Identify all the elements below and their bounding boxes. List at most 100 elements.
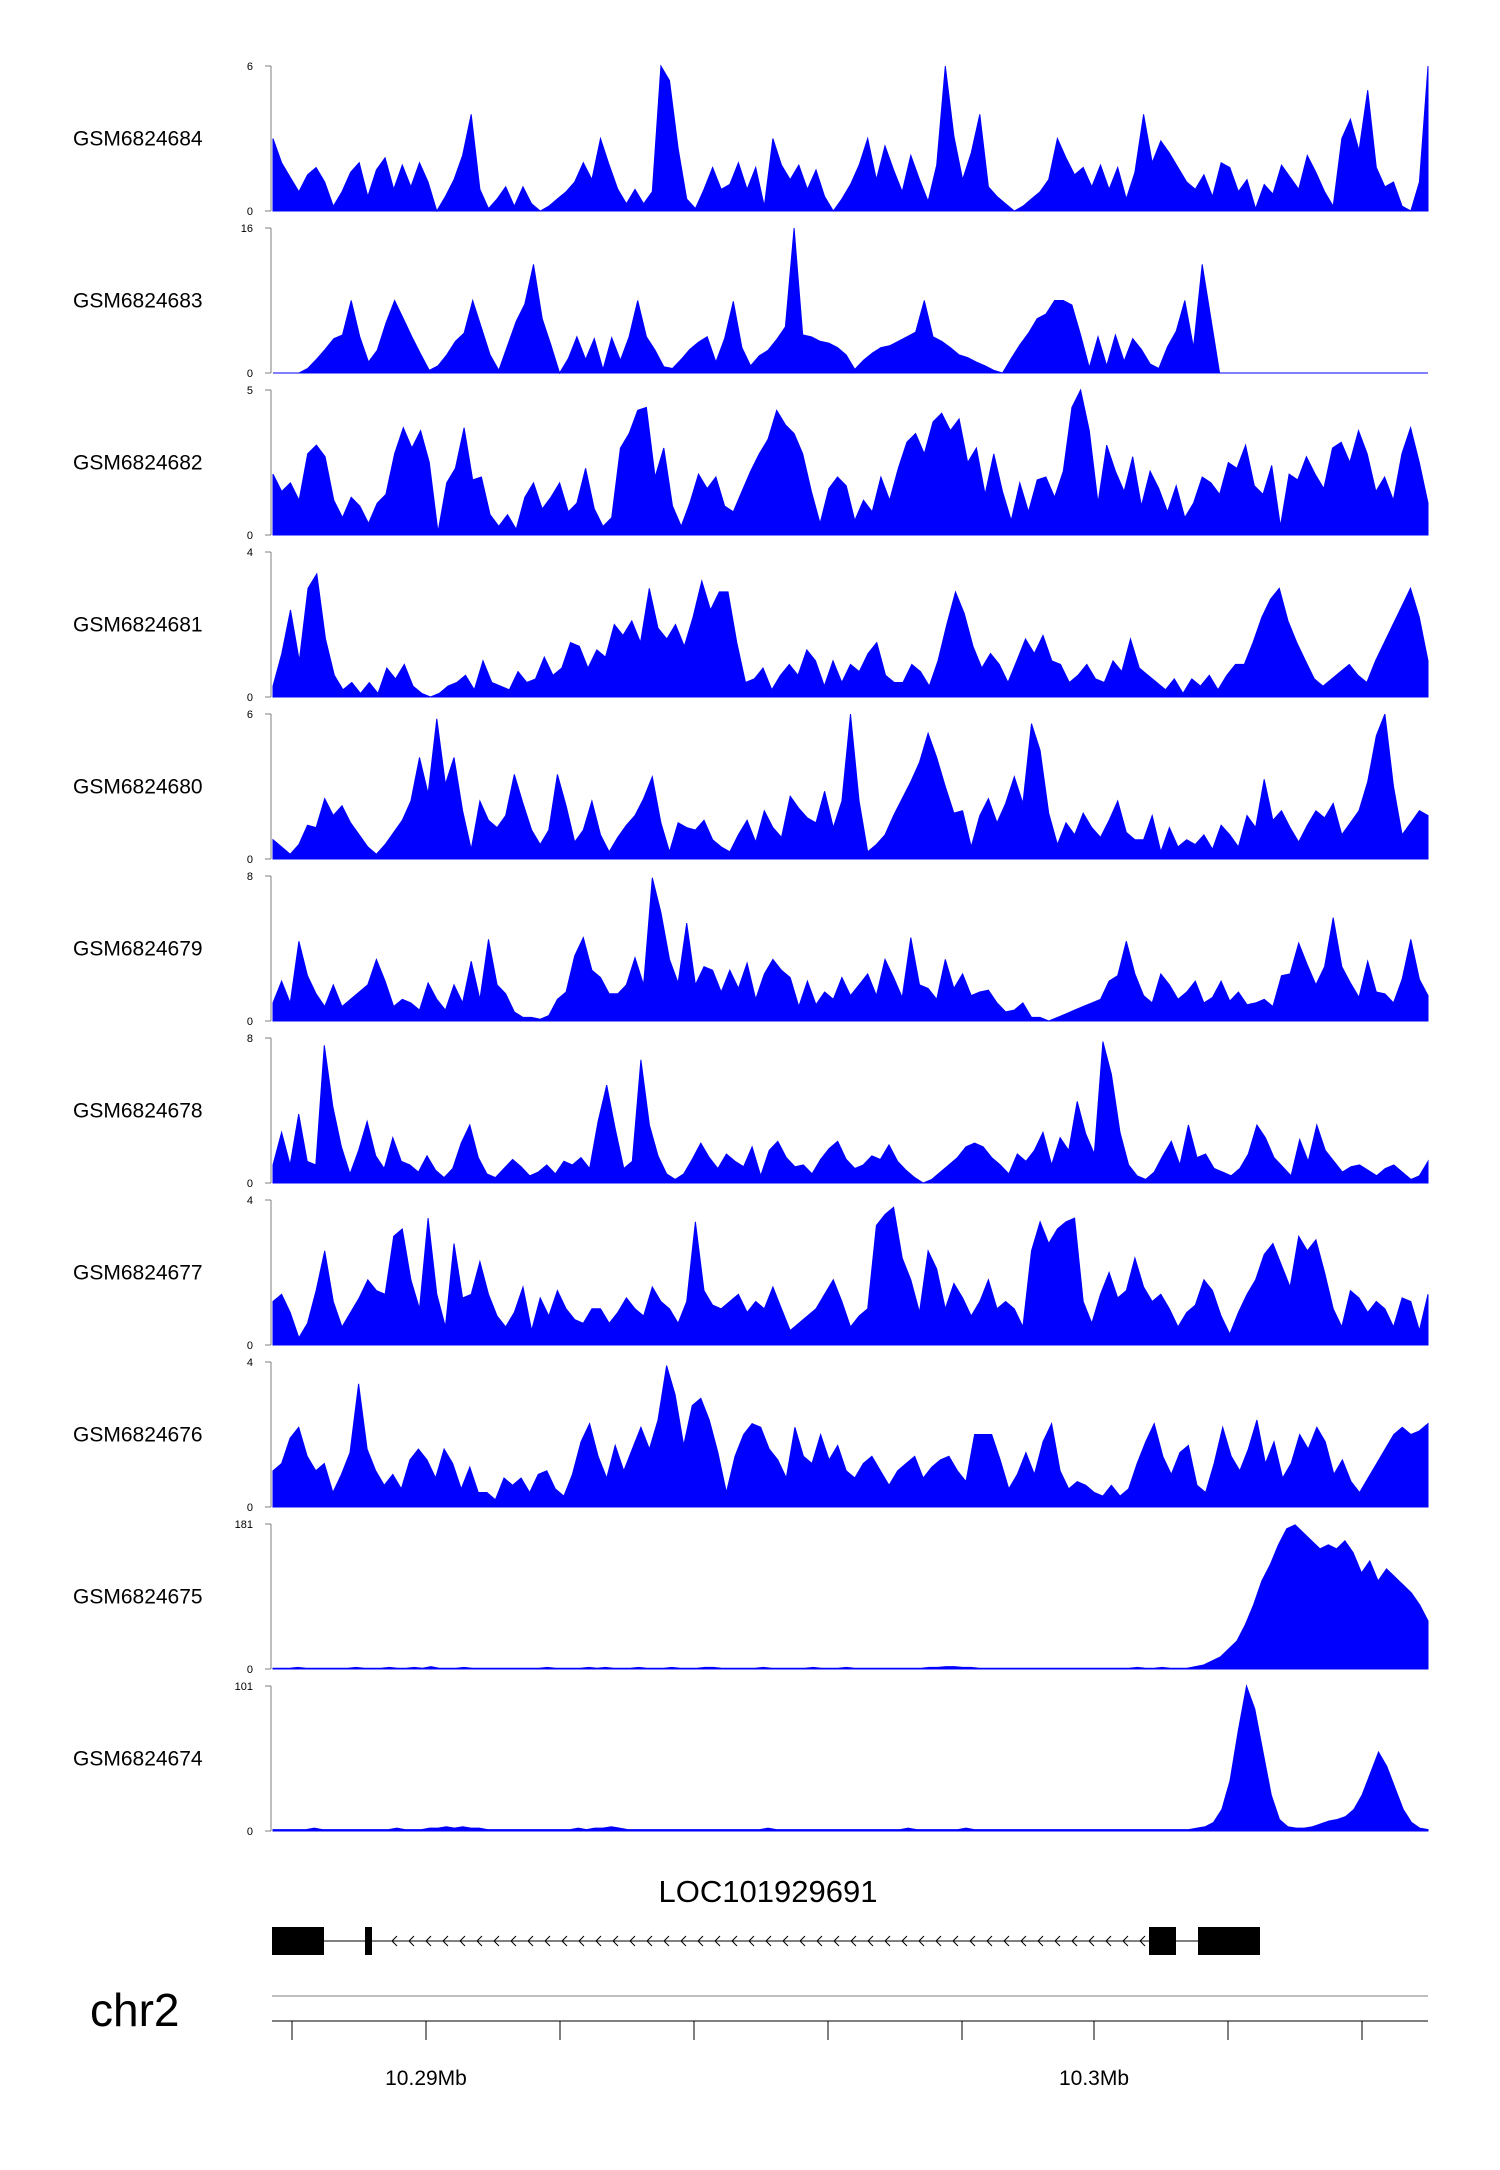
strand-arrow	[748, 1935, 755, 1947]
exon-block	[1149, 1927, 1176, 1955]
track-ymax-label: 4	[247, 1195, 253, 1207]
track-ymin-label: 0	[247, 530, 253, 542]
strand-arrow	[884, 1935, 891, 1947]
track-ymin-label: 0	[247, 1826, 253, 1838]
strand-arrow	[901, 1935, 908, 1947]
track-name-label: GSM6824684	[73, 128, 203, 151]
track-ymax-label: 8	[247, 1033, 253, 1045]
gene-name-label: LOC101929691	[659, 1874, 878, 1909]
track-ymax-label: 181	[235, 1519, 253, 1531]
exon-block	[272, 1927, 324, 1955]
strand-arrow	[1139, 1935, 1146, 1947]
track-ymin-label: 0	[247, 368, 253, 380]
strand-arrow	[442, 1935, 449, 1947]
strand-arrow	[731, 1935, 738, 1947]
track-signal-area	[272, 1206, 1429, 1346]
track-ymax-label: 16	[241, 223, 253, 235]
exon-block	[365, 1927, 372, 1955]
track-signal-area	[272, 64, 1429, 213]
track-ymax-label: 4	[247, 547, 253, 559]
strand-arrow	[578, 1935, 585, 1947]
track-ymax-label: 8	[247, 871, 253, 883]
strand-arrow	[476, 1935, 483, 1947]
strand-arrow	[629, 1935, 636, 1947]
strand-arrow	[782, 1935, 789, 1947]
strand-arrow	[1003, 1935, 1010, 1947]
strand-arrow	[527, 1935, 534, 1947]
track-name-label: GSM6824674	[73, 1748, 203, 1771]
strand-arrow	[1037, 1935, 1044, 1947]
exon-block	[1198, 1927, 1260, 1955]
genome-coordinate-axis: 10.29Mb 10.3Mb	[272, 2020, 1428, 2090]
strand-arrow	[935, 1935, 942, 1947]
strand-arrow	[1088, 1935, 1095, 1947]
strand-arrow	[425, 1935, 432, 1947]
track-ymin-label: 0	[247, 1016, 253, 1028]
strand-arrow	[1071, 1935, 1078, 1947]
track-ymax-label: 4	[247, 1357, 253, 1369]
strand-arrow	[799, 1935, 806, 1947]
strand-arrow	[1105, 1935, 1112, 1947]
track-ymax-label: 6	[247, 709, 253, 721]
track-gsm6824682: 5 0 GSM6824682	[73, 385, 1429, 542]
genome-tick-label-10.3mb: 10.3Mb	[1059, 2067, 1129, 2090]
track-gsm6824680: 6 0 GSM6824680	[73, 709, 1429, 866]
track-gsm6824684: 6 0 GSM6824684	[73, 61, 1429, 218]
genome-axis-ticks	[291, 2021, 1363, 2040]
track-name-label: GSM6824680	[73, 776, 203, 799]
track-signal-area	[272, 1041, 1429, 1184]
strand-arrow	[391, 1935, 398, 1947]
track-name-label: GSM6824677	[73, 1262, 203, 1285]
track-signal-area	[273, 227, 1428, 375]
track-ymin-label: 0	[247, 692, 253, 704]
strand-arrow	[595, 1935, 602, 1947]
strand-arrow	[663, 1935, 670, 1947]
track-ymax-label: 5	[247, 385, 253, 397]
strand-arrow	[561, 1935, 568, 1947]
track-ymin-label: 0	[247, 1340, 253, 1352]
data-tracks: 6 0 GSM6824684 16 0 GSM6824683 5 0 GSM6824682 4 0 G…	[73, 61, 1429, 1838]
track-ymax-label: 101	[235, 1681, 253, 1693]
strand-arrow	[969, 1935, 976, 1947]
strand-arrow	[986, 1935, 993, 1947]
track-name-label: GSM6824681	[73, 614, 203, 637]
track-signal-area	[272, 1365, 1429, 1508]
track-name-label: GSM6824678	[73, 1100, 203, 1123]
genome-tick-label-10.29mb: 10.29Mb	[385, 2067, 467, 2090]
track-name-label: GSM6824676	[73, 1424, 203, 1447]
track-ymin-label: 0	[247, 1664, 253, 1676]
gene-track: LOC101929691	[272, 1874, 1260, 1955]
track-name-label: GSM6824679	[73, 938, 203, 961]
track-ymin-label: 0	[247, 206, 253, 218]
track-name-label: GSM6824675	[73, 1586, 203, 1609]
track-signal-area	[272, 713, 1429, 860]
track-signal-area	[272, 572, 1429, 698]
strand-arrow	[765, 1935, 772, 1947]
strand-arrow	[459, 1935, 466, 1947]
track-gsm6824678: 8 0 GSM6824678	[73, 1033, 1429, 1190]
strand-arrow	[680, 1935, 687, 1947]
strand-arrow	[816, 1935, 823, 1947]
intron-strand-arrows	[289, 1935, 1146, 1947]
track-signal-area	[272, 1524, 1429, 1670]
track-gsm6824679: 8 0 GSM6824679	[73, 871, 1429, 1028]
strand-arrow	[408, 1935, 415, 1947]
track-ymin-label: 0	[247, 854, 253, 866]
track-gsm6824681: 4 0 GSM6824681	[73, 547, 1429, 704]
strand-arrow	[850, 1935, 857, 1947]
track-gsm6824675: 181 0 GSM6824675	[73, 1519, 1429, 1676]
chromosome-label: chr2	[90, 1984, 179, 2036]
strand-arrow	[833, 1935, 840, 1947]
track-signal-area	[272, 877, 1429, 1022]
track-name-label: GSM6824682	[73, 452, 203, 475]
chromosome-ideogram: chr2	[90, 1984, 1428, 2036]
track-signal-area	[272, 388, 1429, 536]
track-name-label: GSM6824683	[73, 290, 203, 313]
track-gsm6824674: 101 0 GSM6824674	[73, 1681, 1429, 1838]
strand-arrow	[510, 1935, 517, 1947]
strand-arrow	[714, 1935, 721, 1947]
strand-arrow	[918, 1935, 925, 1947]
track-signal-area	[272, 1684, 1429, 1832]
strand-arrow	[544, 1935, 551, 1947]
